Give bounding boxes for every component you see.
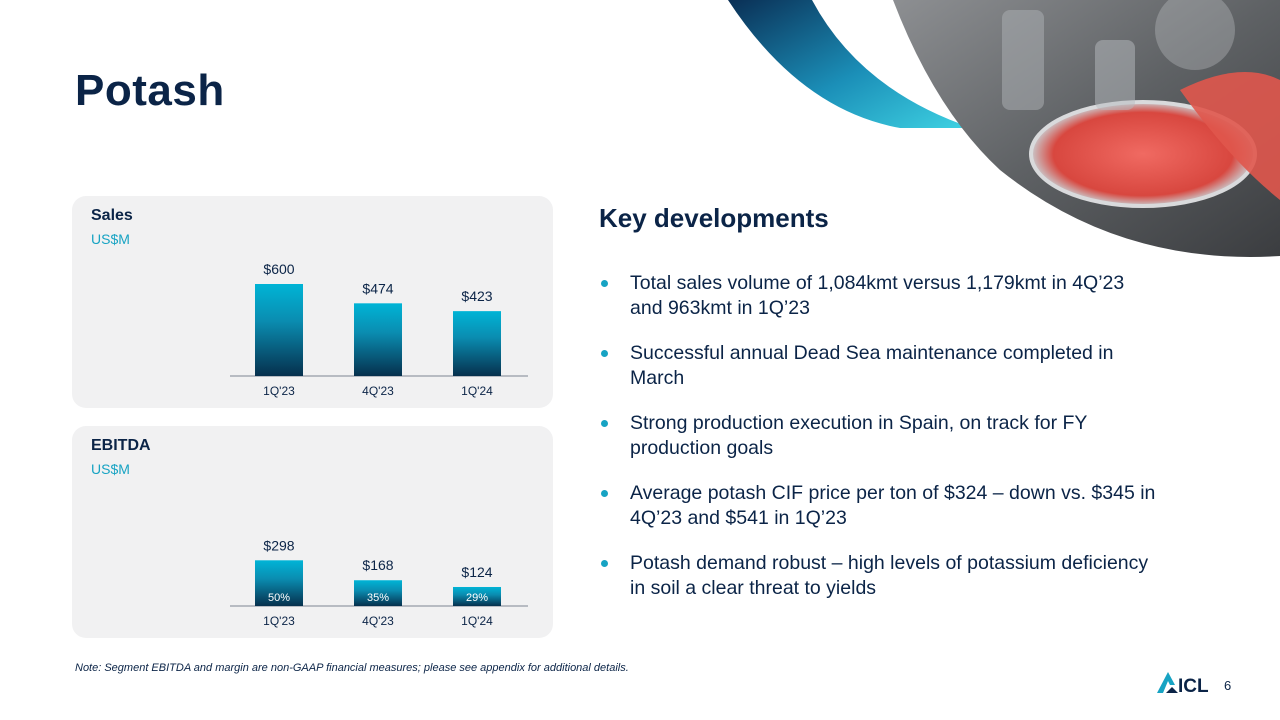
bullet-icon	[601, 350, 608, 357]
list-item-text: Potash demand robust – high levels of po…	[630, 552, 1149, 599]
key-developments-list: Total sales volume of 1,084kmt versus 1,…	[600, 271, 1160, 621]
footnote: Note: Segment EBITDA and margin are non-…	[75, 662, 629, 674]
page-number: 6	[1224, 678, 1232, 693]
page-title: Potash	[75, 66, 225, 115]
sales-bar	[255, 284, 303, 376]
sales-bar	[354, 303, 402, 376]
ebitda-chart-title: EBITDA	[91, 437, 151, 454]
ebitda-bar-chart: $298 1Q'23 50% $168 4Q'23 35% $124 1Q'24 29%	[230, 537, 528, 628]
bullet-icon	[601, 490, 608, 497]
list-item: Strong production execution in Spain, on…	[600, 411, 1160, 461]
sales-value-label: $600	[263, 261, 294, 277]
list-item-text: Successful annual Dead Sea maintenance c…	[630, 342, 1114, 389]
sales-chart-unit: US$M	[91, 231, 130, 247]
bullet-icon	[601, 280, 608, 287]
list-item-text: Total sales volume of 1,084kmt versus 1,…	[630, 272, 1125, 319]
ebitda-margin-label: 29%	[466, 592, 488, 604]
sales-category-label: 1Q'24	[461, 384, 493, 398]
sales-bar-chart: $600 1Q'23 $474 4Q'23 $423 1Q'24	[230, 261, 528, 398]
list-item: Average potash CIF price per ton of $324…	[600, 481, 1160, 531]
sales-category-label: 4Q'23	[362, 384, 394, 398]
list-item-text: Average potash CIF price per ton of $324…	[630, 482, 1156, 529]
ebitda-category-label: 4Q'23	[362, 614, 394, 628]
list-item-text: Strong production execution in Spain, on…	[630, 412, 1088, 459]
ebitda-chart-panel: EBITDA US$M $298 1Q'23 50% $168 4Q'23 35% $124…	[72, 426, 553, 638]
sales-value-label: $474	[362, 280, 393, 296]
sales-bar	[453, 311, 501, 376]
sales-chart-panel: Sales US$M $600 1Q'23 $474 4Q'23 $423 1Q'24	[72, 196, 553, 408]
bullet-icon	[601, 560, 608, 567]
icl-logo-icon: ICL	[1157, 672, 1209, 695]
ebitda-chart-unit: US$M	[91, 461, 130, 477]
sales-chart-title: Sales	[91, 207, 133, 224]
ebitda-value-label: $298	[263, 537, 294, 553]
ebitda-value-label: $168	[362, 557, 393, 573]
ebitda-margin-label: 50%	[268, 592, 290, 604]
bullet-icon	[601, 420, 608, 427]
list-item: Total sales volume of 1,084kmt versus 1,…	[600, 271, 1160, 321]
ebitda-bar	[354, 580, 402, 606]
ebitda-bar	[453, 586, 501, 606]
ebitda-bar	[255, 560, 303, 606]
sales-category-label: 1Q'23	[263, 384, 295, 398]
ebitda-value-label: $124	[461, 564, 492, 580]
ebitda-margin-label: 35%	[367, 592, 389, 604]
list-item: Potash demand robust – high levels of po…	[600, 551, 1160, 601]
list-item: Successful annual Dead Sea maintenance c…	[600, 341, 1160, 391]
sales-value-label: $423	[461, 288, 492, 304]
svg-text:ICL: ICL	[1178, 676, 1209, 695]
ebitda-category-label: 1Q'24	[461, 614, 493, 628]
ebitda-category-label: 1Q'23	[263, 614, 295, 628]
key-developments-heading: Key developments	[599, 203, 829, 233]
